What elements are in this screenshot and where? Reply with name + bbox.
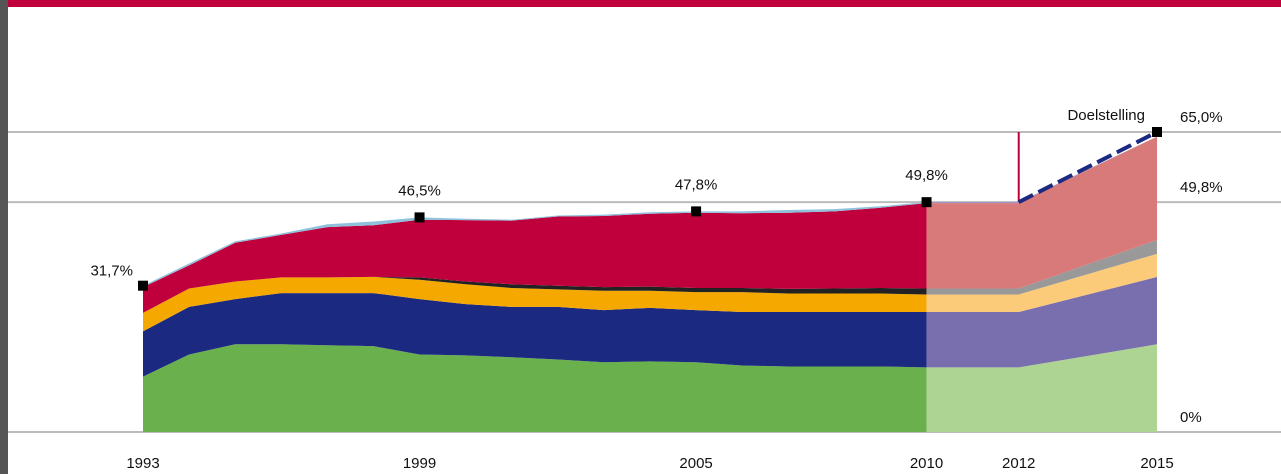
area [926, 344, 1157, 432]
area [143, 293, 927, 377]
data-label: 46,5% [398, 182, 441, 199]
y-tick-label: 49,8% [1180, 179, 1223, 196]
area [143, 203, 927, 313]
data-point [921, 197, 932, 208]
data-label: 49,8% [905, 167, 948, 184]
area [926, 240, 1157, 295]
x-tick-label: 2012 [1002, 455, 1035, 472]
target-point [1152, 127, 1162, 137]
data-point [414, 212, 425, 223]
area [926, 276, 1157, 368]
area [926, 253, 1157, 312]
x-tick-label: 2015 [1140, 455, 1173, 472]
x-tick-label: 1993 [126, 455, 159, 472]
data-label: 31,7% [90, 263, 133, 280]
data-point [138, 280, 148, 291]
y-tick-label: 65,0% [1180, 109, 1223, 126]
area [143, 276, 927, 332]
area [143, 344, 927, 432]
x-tick-label: 1999 [403, 455, 436, 472]
data-label: 47,8% [675, 176, 718, 193]
data-point [691, 206, 702, 217]
area [926, 136, 1157, 289]
y-tick-label: 0% [1180, 409, 1202, 426]
target-label: Doelstelling [1067, 107, 1145, 124]
top-bar [0, 0, 1281, 7]
left-edge [0, 0, 8, 474]
x-tick-label: 2010 [910, 455, 943, 472]
target-line [1017, 130, 1158, 204]
x-tick-label: 2005 [679, 455, 712, 472]
